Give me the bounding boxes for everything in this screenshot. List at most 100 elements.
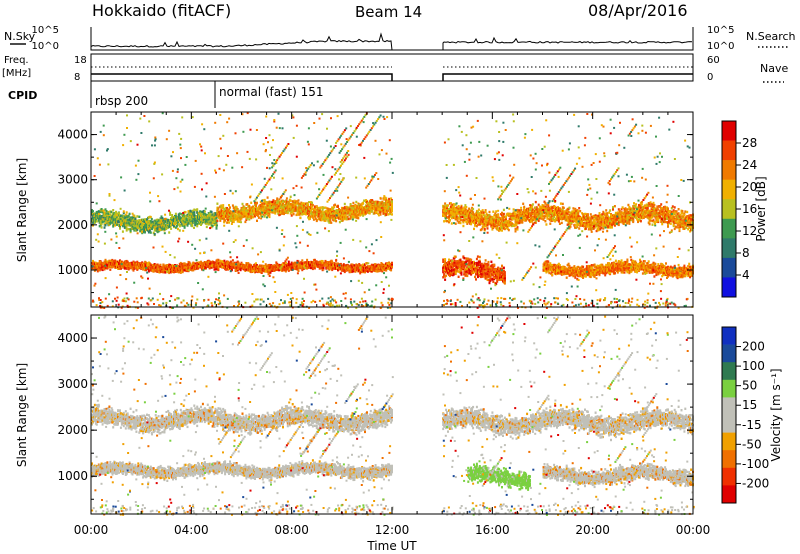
power-cell [216, 227, 218, 229]
power-cell [110, 211, 112, 213]
power-cell [169, 212, 171, 214]
power-cell [216, 203, 218, 205]
power-cell [160, 264, 162, 266]
power-cell [168, 231, 170, 233]
power-cell [246, 203, 248, 205]
power-cell [219, 220, 221, 222]
power-cell [115, 211, 117, 213]
cpid-mode-rbsp: rbsp 200 [95, 94, 148, 108]
power-cell [307, 203, 309, 205]
power-cell [299, 217, 301, 219]
power-cell [126, 227, 128, 229]
power-cell [122, 230, 124, 232]
nsearch-tick-top: 10^5 [707, 25, 734, 36]
power-cell [227, 261, 229, 263]
power-cell [288, 261, 290, 263]
power-cell [189, 210, 191, 212]
power-cell [211, 216, 213, 218]
power-cell [164, 271, 166, 273]
power-cell [101, 226, 103, 228]
power-cell [211, 211, 213, 213]
power-cell [122, 225, 124, 227]
power-cell [206, 226, 208, 228]
power-cell [109, 269, 111, 271]
power-cell [291, 214, 293, 216]
power-cell [129, 213, 131, 215]
power-cell [128, 228, 130, 230]
power-cell [150, 231, 152, 233]
power-cell [141, 230, 143, 232]
power-cell [130, 216, 132, 218]
power-cell [294, 200, 296, 202]
power-cell [112, 209, 114, 211]
power-cell [188, 210, 190, 212]
power-cell [256, 202, 258, 204]
freq-series-line [91, 74, 693, 81]
cpid-strip: CPID rbsp 200 normal (fast) 151 [8, 81, 323, 108]
power-cell [212, 225, 214, 227]
power-cell [216, 220, 218, 222]
power-cell [105, 224, 107, 226]
power-cell [222, 204, 224, 206]
power-cell [353, 264, 355, 266]
power-cell [216, 268, 218, 270]
power-cell [153, 270, 155, 272]
power-cell [128, 215, 130, 217]
power-cell [217, 208, 219, 210]
power-cell [119, 227, 121, 229]
power-cell [290, 196, 292, 198]
cpid-mode-normal: normal (fast) 151 [219, 85, 323, 99]
power-cell [312, 268, 314, 270]
nsky-tick-bottom: 10^0 [32, 41, 59, 52]
power-cell [233, 221, 235, 223]
power-cell [106, 210, 108, 212]
nsearch-label: N.Search [746, 30, 796, 43]
power-cell [118, 268, 120, 270]
nsky-strip: N.Sky 10^5 10^0 10^5 10^0 N.Search [4, 25, 796, 52]
power-cell [136, 215, 138, 217]
power-cell [96, 220, 98, 222]
power-cell [226, 221, 228, 223]
power-cell [104, 212, 106, 214]
station-title: Hokkaido (fitACF) [92, 1, 231, 20]
power-cell [170, 228, 172, 230]
power-cell [127, 224, 129, 226]
power-cell [232, 204, 234, 206]
power-cell [201, 213, 203, 215]
power-cell [124, 267, 126, 269]
power-cell [204, 210, 206, 212]
power-cell [161, 217, 163, 219]
power-cell [298, 199, 300, 201]
power-cell [175, 213, 177, 215]
nsky-tick-top: 10^5 [32, 25, 59, 36]
power-cell [245, 207, 247, 209]
power-cell [107, 213, 109, 215]
power-band [91, 259, 393, 275]
power-cell [151, 218, 153, 220]
nsky-series-line [91, 34, 692, 50]
power-cell [248, 218, 250, 220]
power-cell [185, 211, 187, 213]
power-cell [101, 208, 103, 210]
power-cell [165, 228, 167, 230]
power-cell [302, 202, 304, 204]
power-cell [134, 218, 136, 220]
power-cell [391, 266, 393, 268]
power-cell [191, 225, 193, 227]
power-band [91, 208, 218, 236]
power-cell [184, 226, 186, 228]
power-cell [177, 228, 179, 230]
power-cell [127, 261, 129, 263]
power-cell [265, 201, 267, 203]
power-cell [130, 230, 132, 232]
power-cell [301, 259, 303, 261]
power-cell [306, 259, 308, 261]
power-cell [242, 203, 244, 205]
power-data-layer [91, 112, 694, 309]
power-cell [256, 220, 258, 222]
power-cell [231, 223, 233, 225]
power-cell [258, 217, 260, 219]
power-cell [244, 221, 246, 223]
power-cell [229, 206, 231, 208]
